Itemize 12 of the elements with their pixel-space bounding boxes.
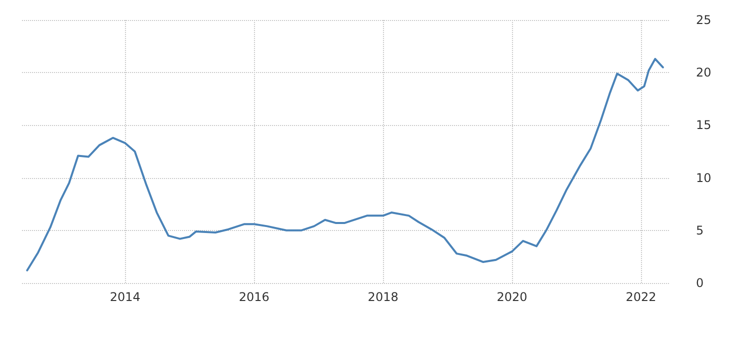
y-tick-label: 25 bbox=[696, 13, 712, 27]
line-series bbox=[26, 58, 664, 272]
x-tick-label: 2022 bbox=[626, 290, 656, 304]
y-tick-label: 20 bbox=[696, 66, 712, 80]
y-tick-label: 5 bbox=[696, 223, 704, 238]
x-tick-label: 2020 bbox=[496, 290, 528, 304]
y-tick-label: 15 bbox=[696, 118, 712, 132]
x-tick-label: 2018 bbox=[368, 290, 398, 304]
y-tick-label: 10 bbox=[696, 170, 712, 185]
x-tick-label: 2016 bbox=[238, 290, 270, 304]
y-tick-label: 0 bbox=[696, 276, 704, 290]
x-tick-label: 2014 bbox=[110, 290, 140, 304]
